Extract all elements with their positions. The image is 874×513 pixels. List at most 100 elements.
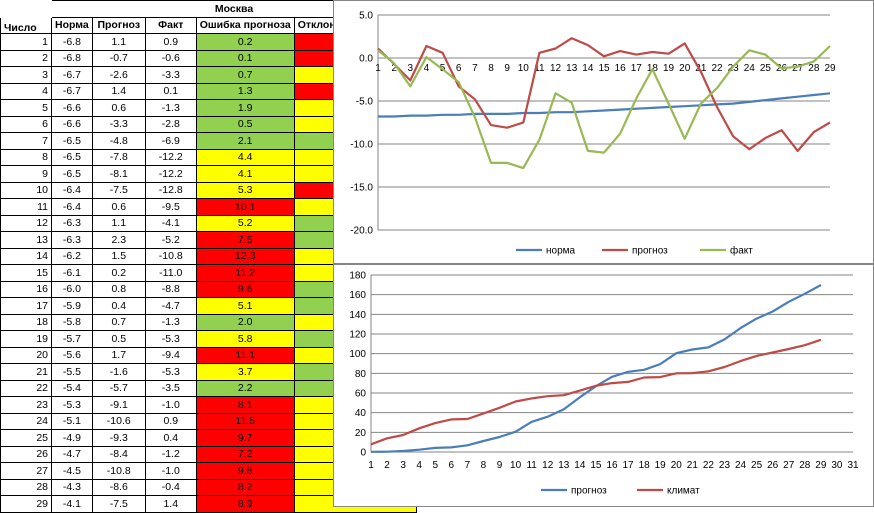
- row-fact: -5.2: [144, 231, 197, 249]
- x-tick-label: 14: [582, 63, 594, 74]
- x-tick-label: 26: [767, 460, 779, 471]
- x-tick-label: 1: [375, 63, 381, 74]
- row-fact: -12.2: [144, 148, 197, 166]
- x-tick-label: 22: [703, 460, 715, 471]
- y-tick-label: -15.0: [350, 183, 373, 194]
- x-tick-label: 18: [639, 460, 651, 471]
- row-error: 9.8: [195, 462, 295, 480]
- row-fact: -10.8: [144, 247, 197, 265]
- row-fact: 1.4: [144, 495, 197, 513]
- y-tick-label: -20.0: [350, 226, 373, 237]
- row-norm: -4.5: [51, 462, 93, 480]
- row-fact: -1.3: [144, 313, 197, 331]
- row-day: 13: [0, 231, 52, 249]
- x-tick-label: 20: [679, 63, 691, 74]
- row-norm: -5.1: [51, 412, 93, 430]
- x-tick-label: 8: [488, 63, 494, 74]
- legend-label: прогноз: [571, 486, 607, 497]
- x-tick-label: 3: [400, 460, 406, 471]
- x-tick-label: 4: [416, 460, 422, 471]
- row-fact: -5.3: [144, 363, 197, 381]
- row-forecast: 0.5: [91, 330, 146, 348]
- x-tick-label: 31: [847, 460, 859, 471]
- row-day: 1: [0, 33, 52, 51]
- legend-label: норма: [546, 246, 576, 257]
- row-forecast: -7.5: [91, 181, 146, 199]
- row-norm: -4.1: [51, 495, 93, 513]
- x-tick-label: 25: [760, 63, 772, 74]
- y-tick-label: 180: [349, 271, 366, 282]
- row-error: 2.1: [195, 132, 295, 150]
- row-fact: 0.1: [144, 82, 197, 100]
- row-forecast: 1.1: [91, 33, 146, 51]
- row-error: 11.5: [195, 412, 295, 430]
- y-tick-label: 60: [355, 389, 367, 400]
- x-tick-label: 28: [799, 460, 811, 471]
- row-day: 20: [0, 346, 52, 364]
- row-error: 0.5: [195, 115, 295, 133]
- row-day: 5: [0, 99, 52, 117]
- header-day: Число: [0, 16, 52, 34]
- x-tick-label: 3: [408, 63, 414, 74]
- row-norm: -5.4: [51, 379, 93, 397]
- legend-label: прогноз: [632, 246, 668, 257]
- row-day: 11: [0, 198, 52, 216]
- row-day: 9: [0, 165, 52, 183]
- x-tick-label: 23: [728, 63, 740, 74]
- row-norm: -5.6: [51, 346, 93, 364]
- row-fact: -1.0: [144, 462, 197, 480]
- legend-label: факт: [730, 245, 753, 257]
- row-fact: 0.9: [144, 412, 197, 430]
- row-norm: -6.4: [51, 181, 93, 199]
- row-norm: -5.3: [51, 396, 93, 414]
- row-day: 25: [0, 429, 52, 447]
- x-tick-label: 15: [598, 63, 610, 74]
- row-error: 5.3: [195, 181, 295, 199]
- y-tick-label: 160: [349, 290, 366, 301]
- x-tick-label: 29: [815, 460, 827, 471]
- row-day: 29: [0, 495, 52, 513]
- row-day: 21: [0, 363, 52, 381]
- row-norm: -6.7: [51, 66, 93, 84]
- row-day: 16: [0, 280, 52, 298]
- row-fact: -4.7: [144, 297, 197, 315]
- row-forecast: -8.4: [91, 445, 146, 463]
- row-forecast: -8.6: [91, 478, 146, 496]
- row-norm: -6.6: [51, 115, 93, 133]
- y-tick-label: 120: [349, 330, 366, 341]
- x-tick-label: 30: [831, 460, 843, 471]
- row-day: 17: [0, 297, 52, 315]
- row-error: 0.2: [195, 33, 295, 51]
- x-tick-label: 24: [744, 63, 756, 74]
- row-forecast: 0.4: [91, 297, 146, 315]
- x-tick-label: 10: [518, 63, 530, 74]
- row-error: 7.5: [195, 231, 295, 249]
- row-fact: -11.0: [144, 264, 197, 282]
- row-norm: -4.3: [51, 478, 93, 496]
- row-error: 5.2: [195, 214, 295, 232]
- x-tick-label: 8: [481, 460, 487, 471]
- row-error: 3.7: [195, 363, 295, 381]
- x-tick-label: 21: [695, 63, 707, 74]
- row-forecast: -9.1: [91, 396, 146, 414]
- row-error: 8.9: [195, 495, 295, 513]
- x-tick-label: 17: [623, 460, 635, 471]
- row-day: 19: [0, 330, 52, 348]
- x-tick-label: 15: [590, 460, 602, 471]
- row-day: 15: [0, 264, 52, 282]
- y-tick-label: 20: [355, 428, 367, 439]
- row-forecast: -4.8: [91, 132, 146, 150]
- y-tick-label: 0.0: [359, 54, 373, 65]
- x-tick-label: 13: [558, 460, 570, 471]
- row-norm: -4.7: [51, 445, 93, 463]
- row-forecast: 1.1: [91, 214, 146, 232]
- x-tick-label: 17: [631, 63, 643, 74]
- row-error: 9.7: [195, 429, 295, 447]
- row-fact: -1.2: [144, 445, 197, 463]
- x-tick-label: 14: [574, 460, 586, 471]
- row-error: 12.3: [195, 247, 295, 265]
- row-norm: -6.7: [51, 82, 93, 100]
- row-forecast: -2.6: [91, 66, 146, 84]
- y-tick-label: 80: [355, 369, 367, 380]
